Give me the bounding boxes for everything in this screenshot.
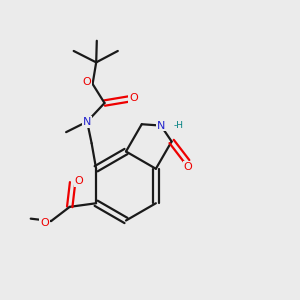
Text: O: O	[183, 162, 192, 172]
Text: -H: -H	[173, 121, 183, 130]
Text: O: O	[75, 176, 84, 186]
Text: N: N	[157, 121, 165, 130]
Text: N: N	[83, 117, 91, 127]
Text: O: O	[40, 218, 49, 228]
Text: O: O	[83, 76, 92, 87]
Text: O: O	[129, 92, 138, 103]
